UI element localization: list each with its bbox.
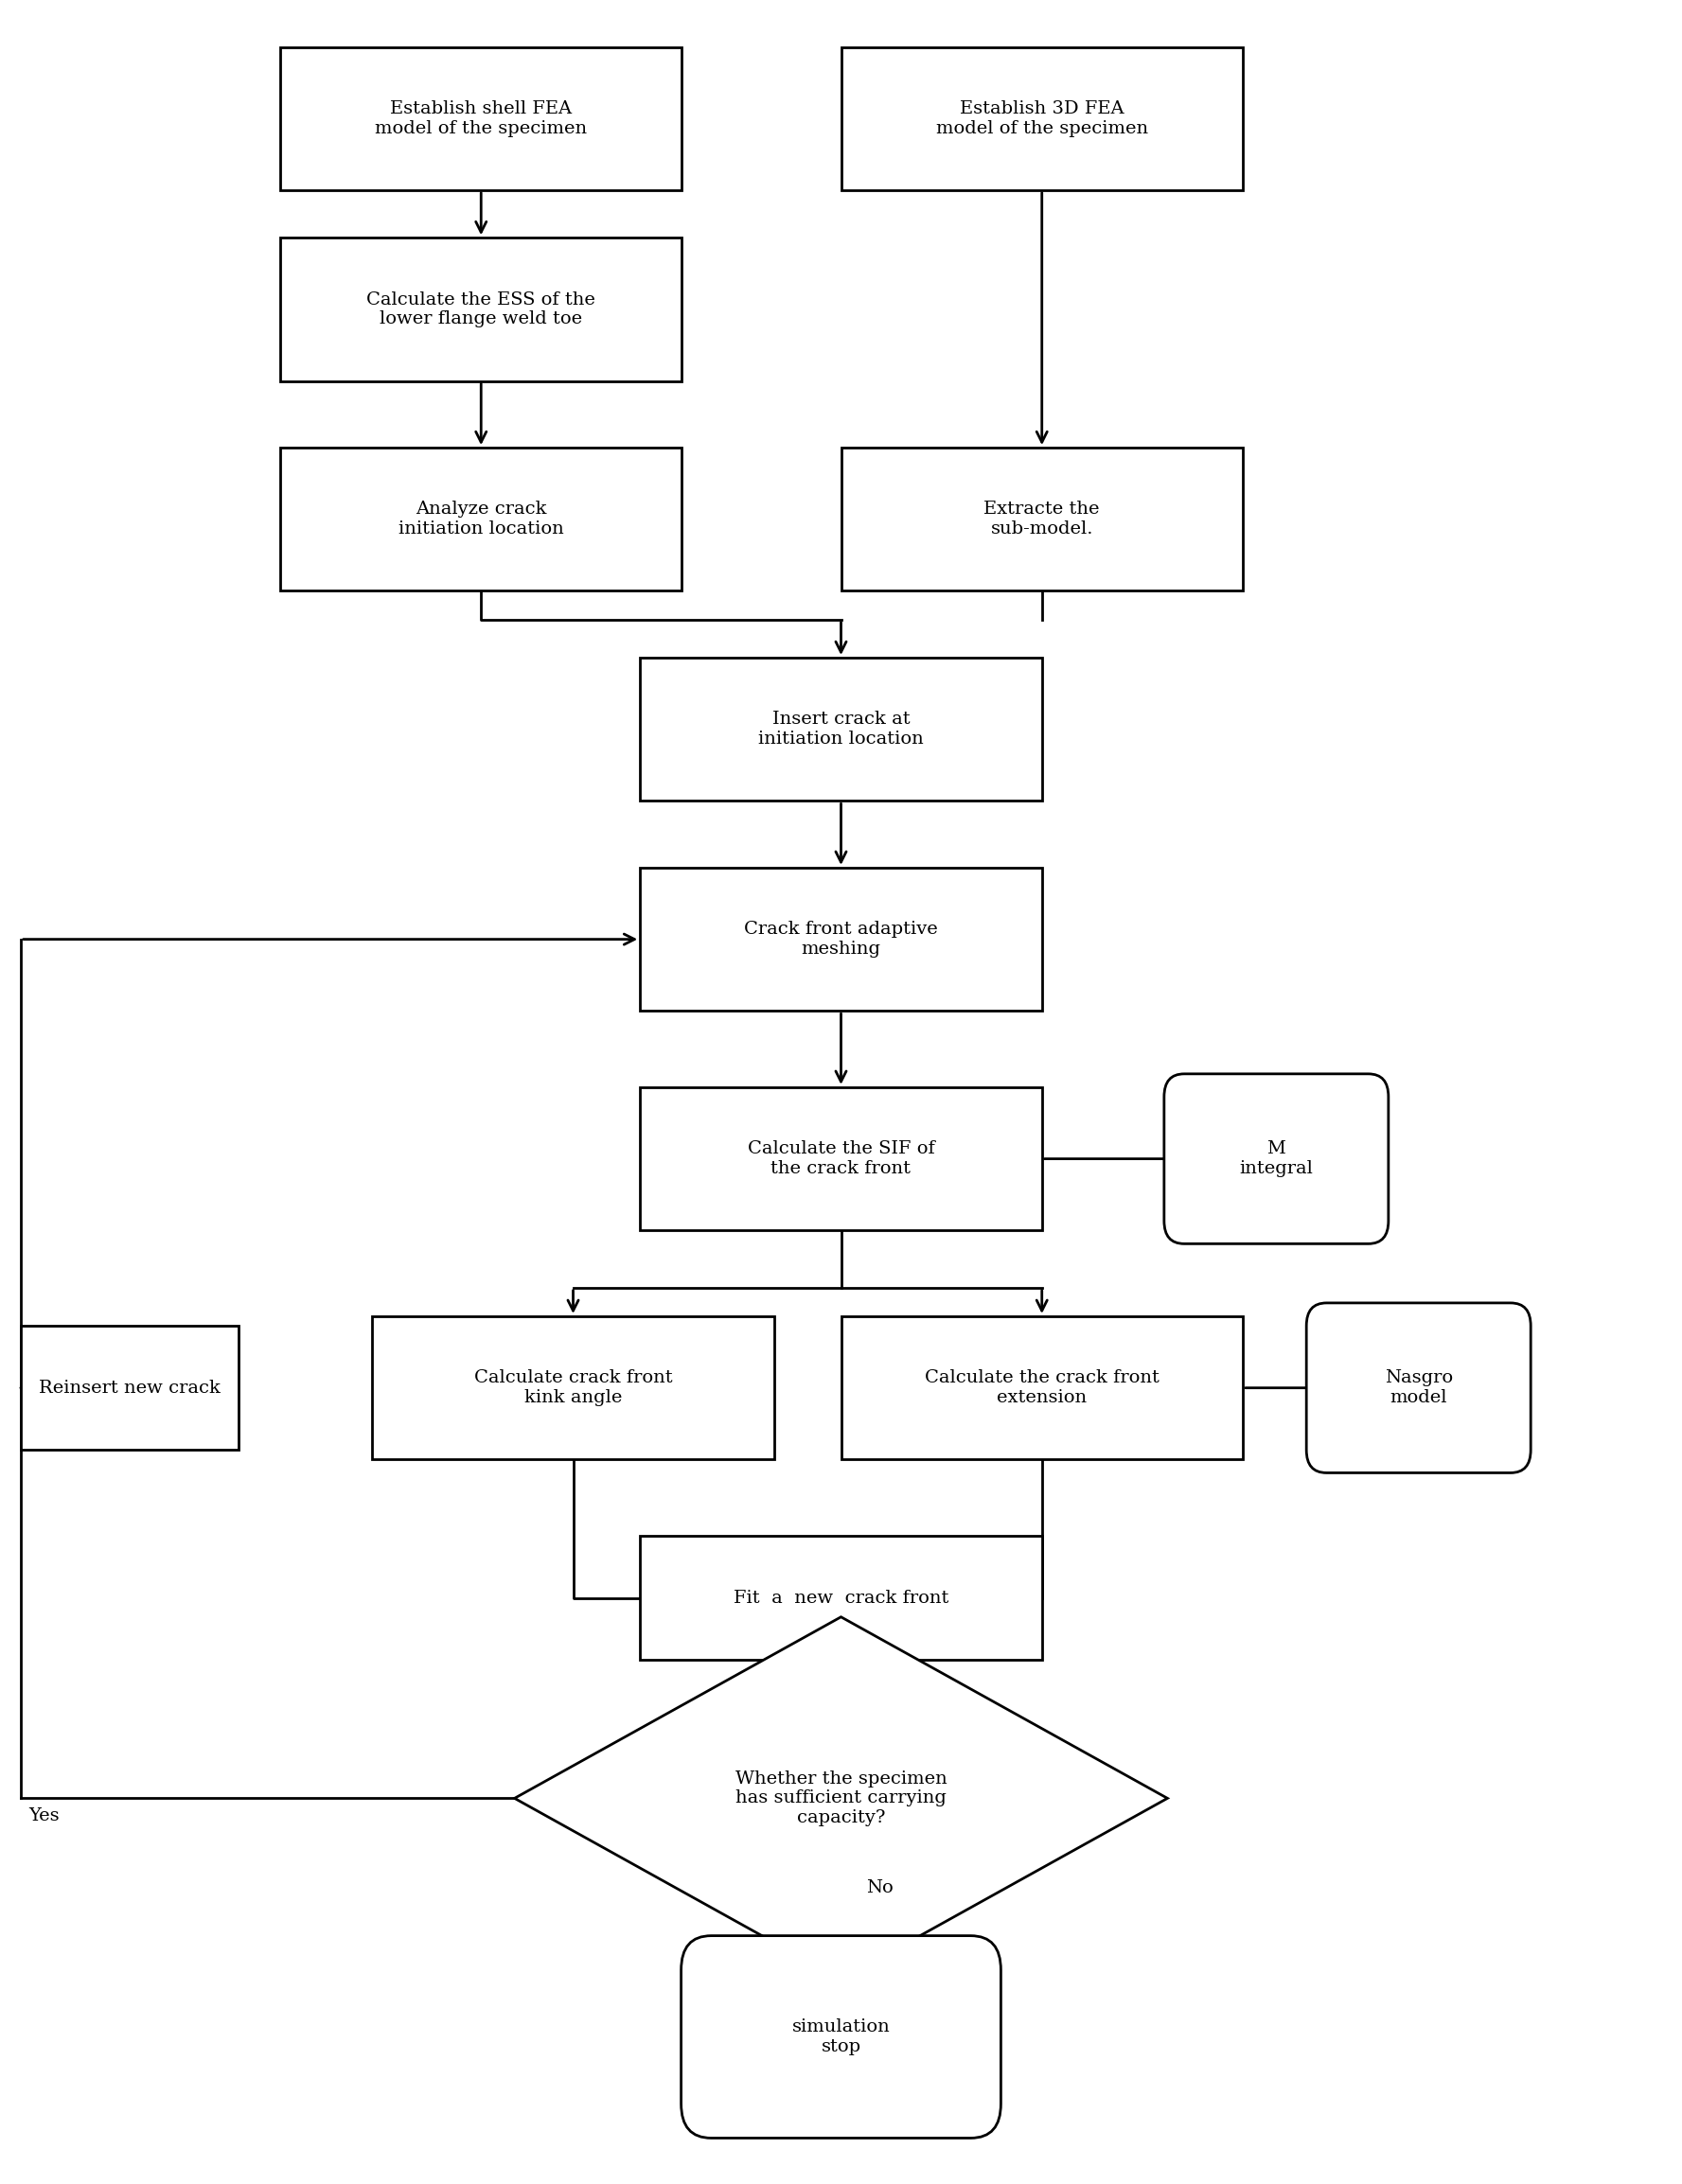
FancyBboxPatch shape (641, 657, 1041, 802)
Text: M
integral: M integral (1240, 1140, 1314, 1177)
FancyBboxPatch shape (372, 1317, 774, 1459)
Text: No: No (866, 1880, 893, 1896)
FancyBboxPatch shape (20, 1326, 239, 1450)
Text: Reinsert new crack: Reinsert new crack (39, 1380, 220, 1396)
FancyBboxPatch shape (1164, 1075, 1388, 1243)
FancyBboxPatch shape (641, 867, 1041, 1011)
Text: Yes: Yes (29, 1808, 61, 1826)
Text: Fit  a  new  crack front: Fit a new crack front (733, 1590, 949, 1607)
Text: Extracte the
sub-model.: Extracte the sub-model. (984, 500, 1100, 537)
FancyBboxPatch shape (281, 448, 681, 592)
Polygon shape (515, 1616, 1167, 1979)
Text: Nasgro
model: Nasgro model (1384, 1369, 1453, 1406)
Text: Calculate crack front
kink angle: Calculate crack front kink angle (474, 1369, 673, 1406)
Text: simulation
stop: simulation stop (792, 2018, 890, 2055)
Text: Calculate the crack front
extension: Calculate the crack front extension (925, 1369, 1159, 1406)
Text: Crack front adaptive
meshing: Crack front adaptive meshing (743, 922, 939, 957)
FancyBboxPatch shape (841, 46, 1243, 190)
Text: Calculate the ESS of the
lower flange weld toe: Calculate the ESS of the lower flange we… (367, 290, 595, 328)
FancyBboxPatch shape (641, 1535, 1041, 1660)
FancyBboxPatch shape (1307, 1304, 1531, 1472)
FancyBboxPatch shape (841, 448, 1243, 592)
Text: Establish 3D FEA
model of the specimen: Establish 3D FEA model of the specimen (935, 100, 1147, 138)
FancyBboxPatch shape (841, 1317, 1243, 1459)
FancyBboxPatch shape (281, 238, 681, 380)
Text: Establish shell FEA
model of the specimen: Establish shell FEA model of the specime… (375, 100, 587, 138)
Text: Whether the specimen
has sufficient carrying
capacity?: Whether the specimen has sufficient carr… (735, 1769, 947, 1826)
Text: Analyze crack
initiation location: Analyze crack initiation location (399, 500, 563, 537)
FancyBboxPatch shape (281, 46, 681, 190)
Text: Insert crack at
initiation location: Insert crack at initiation location (759, 712, 923, 747)
FancyBboxPatch shape (681, 1935, 1001, 2138)
FancyBboxPatch shape (641, 1088, 1041, 1230)
Text: Calculate the SIF of
the crack front: Calculate the SIF of the crack front (747, 1140, 935, 1177)
